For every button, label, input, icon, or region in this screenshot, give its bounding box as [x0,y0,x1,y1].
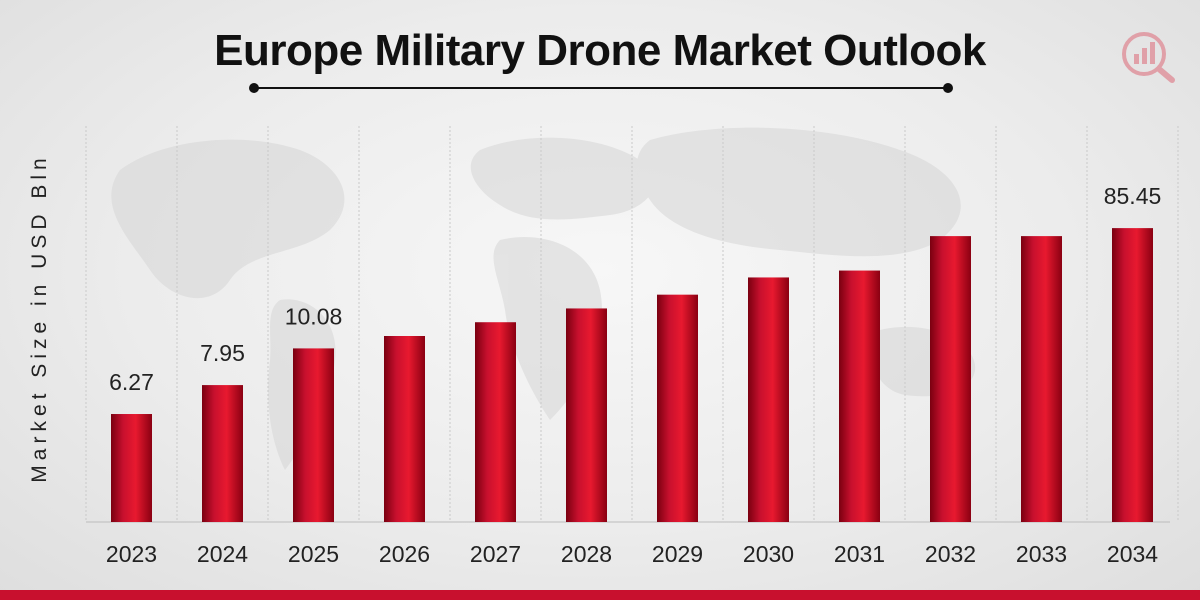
bars-group [111,228,1153,522]
x-tick-label-2024: 2024 [197,541,248,567]
brand-logo-icon [1122,32,1175,83]
bar-2032 [930,236,971,522]
x-tick-label-2028: 2028 [561,541,612,567]
bottom-accent-strip [0,590,1200,600]
chart-title: Europe Military Drone Market Outlook [214,26,986,75]
x-tick-label-2027: 2027 [470,541,521,567]
x-tick-label-2025: 2025 [288,541,339,567]
data-label-2025: 10.08 [285,303,343,329]
bar-2034 [1112,228,1153,522]
y-axis-label: Market Size in USD Bln [28,153,51,483]
bar-2026 [384,336,425,522]
data-labels-group: 6.27 7.95 10.08 85.45 [109,183,1161,395]
x-tick-label-2034: 2034 [1107,541,1158,567]
x-tick-label-2031: 2031 [834,541,885,567]
x-tick-label-2033: 2033 [1016,541,1067,567]
x-tick-labels-group: 2023 2024 2025 2026 2027 2028 2029 2030 2031 2032… [106,541,1158,567]
bar-2024 [202,385,243,522]
x-tick-label-2026: 2026 [379,541,430,567]
data-label-2024: 7.95 [200,340,245,366]
bar-2023 [111,414,152,522]
data-label-2023: 6.27 [109,369,154,395]
title-underline [249,83,953,93]
data-label-2034: 85.45 [1104,183,1162,209]
x-tick-label-2023: 2023 [106,541,157,567]
bar-2028 [566,308,607,522]
bar-2027 [475,322,516,522]
x-tick-label-2032: 2032 [925,541,976,567]
bar-2030 [748,277,789,522]
grid-lines [85,126,1179,522]
bar-2033 [1021,236,1062,522]
x-tick-label-2029: 2029 [652,541,703,567]
bar-2029 [657,294,698,522]
bar-2025 [293,348,334,522]
bar-2031 [839,270,880,522]
x-tick-label-2030: 2030 [743,541,794,567]
